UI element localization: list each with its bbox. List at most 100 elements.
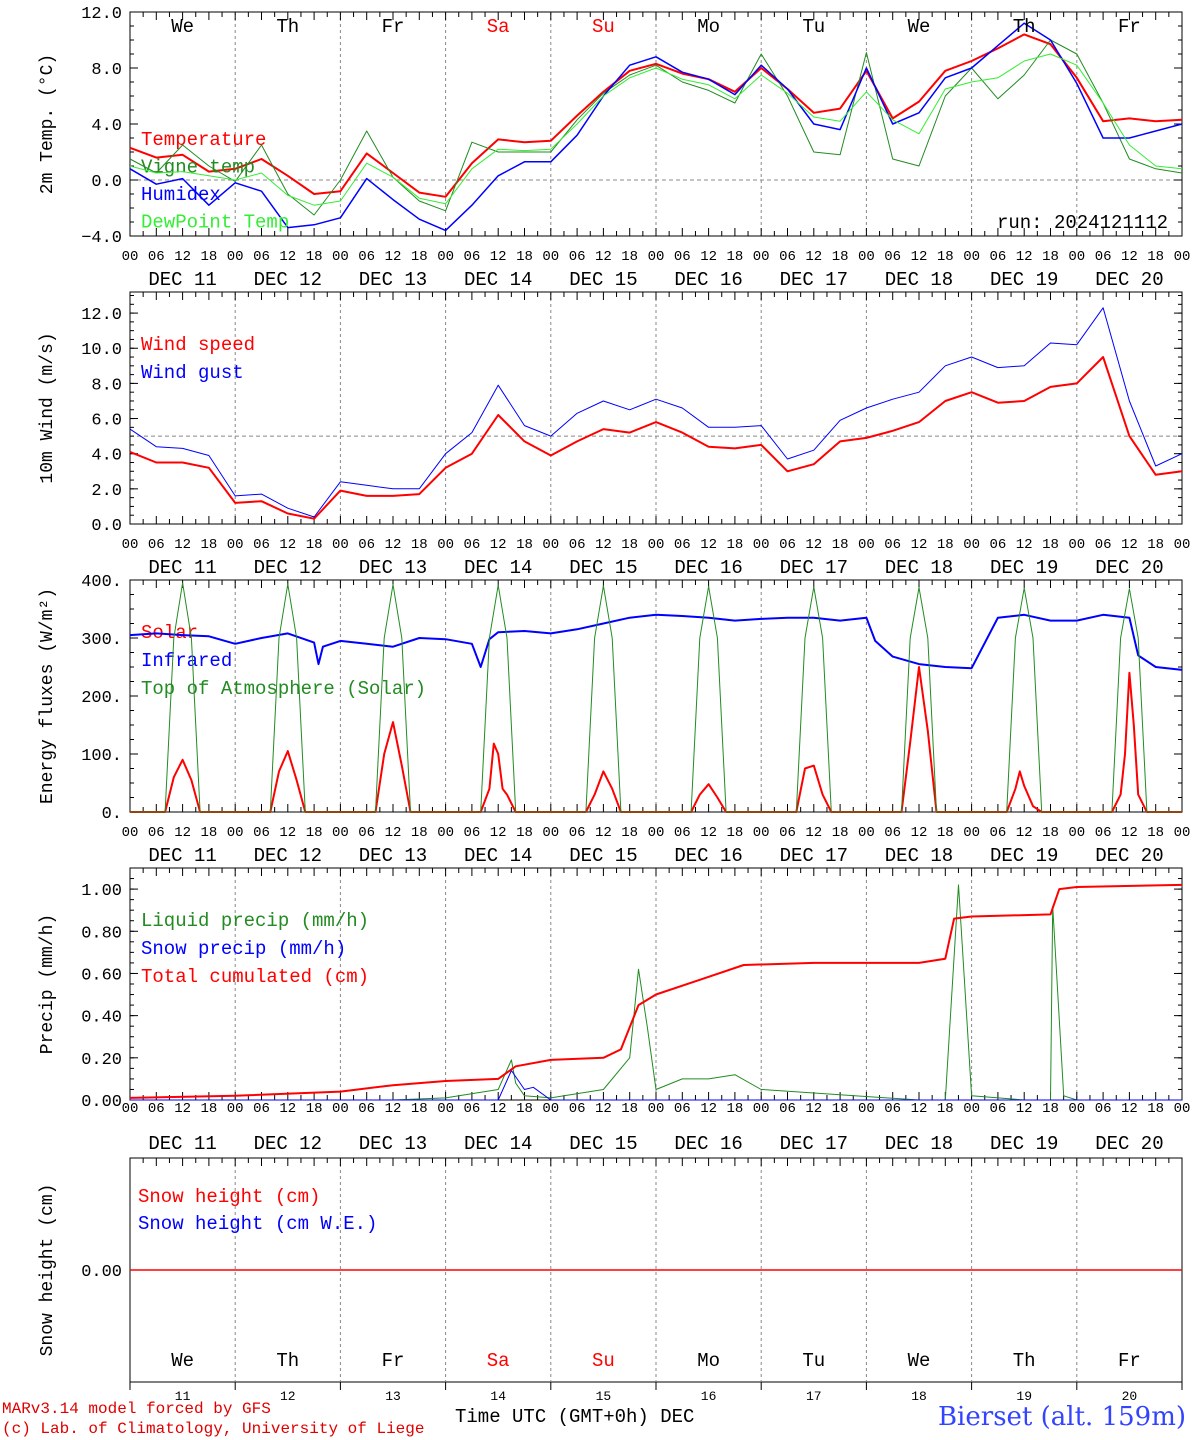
hour-tick-label: 18	[621, 249, 638, 265]
hour-tick-label: 00	[437, 825, 454, 841]
hour-tick-label: 06	[463, 825, 480, 841]
y-tick-label: 0.80	[81, 924, 122, 943]
hour-tick-label: 12	[490, 537, 507, 553]
hour-tick-label: 00	[542, 1101, 559, 1117]
hour-tick-label: 12	[385, 825, 402, 841]
hour-tick-label: 06	[884, 825, 901, 841]
hour-tick-label: 18	[832, 249, 849, 265]
date-label: DEC 13	[359, 1133, 427, 1155]
weekday-label: Sa	[487, 16, 510, 38]
hour-tick-label: 00	[1174, 537, 1191, 553]
day-number-label: 19	[1016, 1389, 1032, 1404]
hour-tick-label: 00	[963, 825, 980, 841]
hour-tick-label: 00	[963, 1101, 980, 1117]
day-number-label: 14	[490, 1389, 506, 1404]
hour-tick-label: 18	[937, 825, 954, 841]
y-tick-label: 8.0	[91, 61, 122, 80]
hour-tick-label: 00	[437, 249, 454, 265]
hour-tick-label: 00	[227, 537, 244, 553]
date-label: DEC 14	[464, 845, 532, 867]
hour-tick-label: 12	[490, 1101, 507, 1117]
y-tick-label: 6.0	[91, 412, 122, 431]
hour-tick-label: 18	[1147, 249, 1164, 265]
y-tick-label: 0.20	[81, 1051, 122, 1070]
hour-tick-label: 12	[595, 825, 612, 841]
hour-tick-label: 00	[542, 537, 559, 553]
weekday-label: Tu	[802, 1350, 825, 1372]
plot-frame	[129, 11, 1183, 237]
y-tick-label: 400.	[81, 573, 122, 592]
hour-tick-label: 12	[911, 537, 928, 553]
date-label: DEC 20	[1095, 845, 1163, 867]
hour-tick-label: 06	[674, 537, 691, 553]
series-line	[129, 356, 1183, 520]
hour-tick-label: 18	[411, 825, 428, 841]
day-number-label: 18	[911, 1389, 927, 1404]
hour-tick-label: 00	[437, 537, 454, 553]
hour-tick-label: 00	[332, 1101, 349, 1117]
lab-credit: (c) Lab. of Climatology, University of L…	[2, 1420, 425, 1438]
hour-tick-label: 00	[542, 825, 559, 841]
series-line	[129, 883, 1183, 1099]
date-label: DEC 14	[464, 557, 532, 579]
y-tick-label: 0.60	[81, 966, 122, 985]
hour-tick-label: 18	[621, 537, 638, 553]
date-label: DEC 18	[885, 269, 953, 291]
y-axis-label: Precip (mm/h)	[38, 914, 58, 1054]
panel-energy: 400. 300. 200. 100. 0. Energy fluxes (W/m²) So…	[38, 573, 1190, 867]
hour-tick-label: 00	[1174, 1101, 1191, 1117]
date-label: DEC 15	[569, 1133, 637, 1155]
hour-tick-label: 12	[1016, 1101, 1033, 1117]
date-label: DEC 18	[885, 557, 953, 579]
hour-tick-label: 18	[411, 1101, 428, 1117]
hour-tick-label: 06	[253, 825, 270, 841]
hour-tick-label: 12	[279, 249, 296, 265]
day-number-label: 20	[1122, 1389, 1138, 1404]
hour-tick-label: 12	[174, 825, 191, 841]
date-label: DEC 14	[464, 269, 532, 291]
date-label: DEC 11	[148, 845, 216, 867]
hour-tick-label: 06	[1095, 1101, 1112, 1117]
hour-tick-label: 18	[832, 1101, 849, 1117]
weekday-label: Th	[1013, 16, 1036, 38]
series-line	[129, 22, 1183, 232]
hour-tick-label: 18	[937, 537, 954, 553]
hour-tick-label: 12	[490, 825, 507, 841]
date-label: DEC 11	[148, 557, 216, 579]
day-number-label: 15	[596, 1389, 612, 1404]
hour-tick-label: 12	[1016, 537, 1033, 553]
x-axis-title: Time UTC (GMT+0h) DEC	[455, 1406, 695, 1428]
date-label: DEC 12	[254, 1133, 322, 1155]
hour-tick-label: 00	[858, 249, 875, 265]
hour-tick-label: 06	[989, 825, 1006, 841]
hour-tick-label: 12	[595, 537, 612, 553]
hour-tick-label: 18	[1042, 825, 1059, 841]
y-tick-label: 200.	[81, 689, 122, 708]
hour-tick-label: 18	[621, 825, 638, 841]
legend-entry: Infrared	[141, 650, 232, 672]
hour-tick-label: 18	[306, 1101, 323, 1117]
hour-tick-label: 06	[989, 537, 1006, 553]
y-tick-label: −4.0	[81, 229, 122, 248]
hour-tick-label: 06	[989, 1101, 1006, 1117]
weekday-label: Fr	[1118, 16, 1141, 38]
hour-tick-label: 00	[963, 249, 980, 265]
hour-tick-label: 18	[516, 249, 533, 265]
hour-tick-label: 06	[358, 1101, 375, 1117]
date-label: DEC 17	[780, 557, 848, 579]
hour-tick-label: 06	[884, 249, 901, 265]
hour-tick-label: 18	[726, 537, 743, 553]
date-label: DEC 16	[674, 845, 742, 867]
hour-tick-label: 00	[1068, 537, 1085, 553]
weekday-label: Su	[592, 1350, 615, 1372]
hour-tick-label: 12	[385, 1101, 402, 1117]
hour-tick-label: 06	[569, 825, 586, 841]
hour-tick-label: 18	[726, 825, 743, 841]
hour-tick-label: 18	[937, 1101, 954, 1117]
legend-entry: Wind gust	[141, 362, 244, 384]
y-axis-label: 10m Wind (m/s)	[38, 332, 58, 483]
hour-tick-label: 06	[569, 1101, 586, 1117]
hour-tick-label: 00	[1174, 825, 1191, 841]
legend-entry: Snow height (cm W.E.)	[138, 1213, 377, 1235]
hour-tick-label: 12	[700, 1101, 717, 1117]
